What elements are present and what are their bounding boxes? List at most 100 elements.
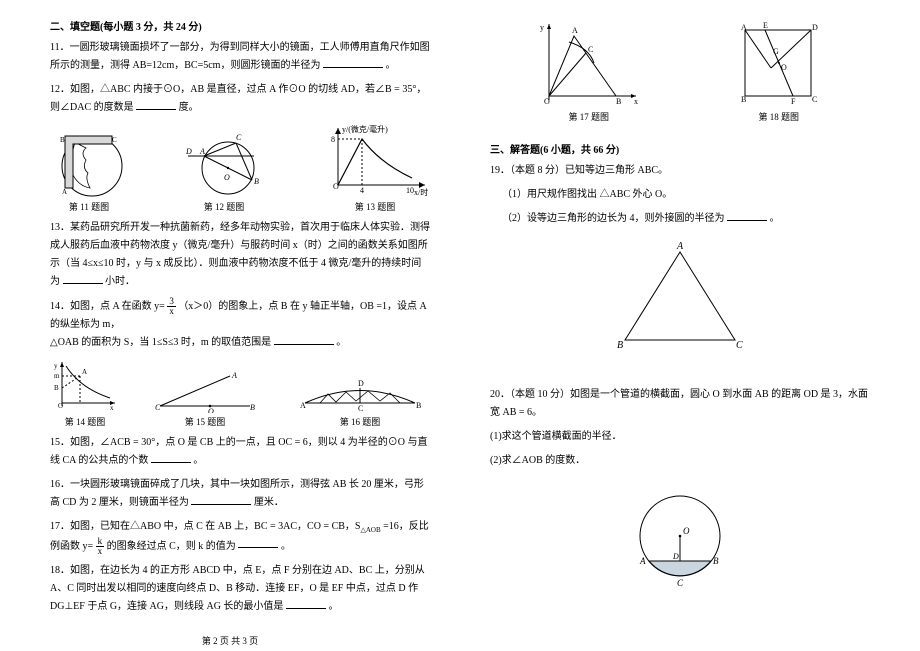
fig17-wrap: O A C B x y 第 17 题图 xyxy=(534,18,644,123)
q20: 20．（本题 10 分）如图是一个管道的横截面，圆心 O 到水面 AB 的距离 … xyxy=(490,386,870,422)
fig13-cap: 第 13 题图 xyxy=(355,200,396,213)
q18-blank xyxy=(286,600,326,609)
svg-text:C: C xyxy=(588,45,593,54)
q13-blank xyxy=(63,275,103,284)
svg-text:A: A xyxy=(62,188,67,196)
svg-text:C: C xyxy=(812,95,817,104)
svg-text:A: A xyxy=(300,401,306,410)
svg-text:C: C xyxy=(677,578,684,588)
svg-text:O: O xyxy=(781,63,787,72)
svg-text:B: B xyxy=(741,95,746,104)
q19-blank xyxy=(727,212,767,221)
svg-text:B: B xyxy=(254,177,259,186)
fig16-wrap: A B D C 第 16 题图 xyxy=(290,368,430,428)
svg-text:A: A xyxy=(639,556,646,566)
q17a: 17．如图，已知在△ABO 中，点 C 在 AB 上，BC = 3AC，CO =… xyxy=(50,521,360,532)
q15-blank xyxy=(151,454,191,463)
fig17-cap: 第 17 题图 xyxy=(568,110,609,123)
q19-2: （2）设等边三角形的边长为 4，则外接圆的半径为 。 xyxy=(490,210,870,228)
fig16: A B D C xyxy=(290,368,430,413)
svg-text:F: F xyxy=(791,97,796,106)
page-footer: 第 2 页 共 3 页 xyxy=(0,634,460,647)
fig12-cap: 第 12 题图 xyxy=(204,200,245,213)
fig-row-right: O A C B x y 第 17 题图 A E D B F C xyxy=(490,18,870,123)
q17: 17．如图，已知在△ABO 中，点 C 在 AB 上，BC = 3AC，CO =… xyxy=(50,518,430,556)
fig15-cap: 第 15 题图 xyxy=(185,415,226,428)
fig14-wrap: O m B A x y 第 14 题图 xyxy=(50,358,120,428)
svg-text:B: B xyxy=(54,384,59,392)
q13-end: 小时． xyxy=(105,276,135,287)
fig18: A E D B F C G O xyxy=(731,18,826,108)
fig-row-1: A C B 第 11 题图 D A B C O 第 12 题图 xyxy=(50,123,430,213)
svg-text:O: O xyxy=(224,173,230,182)
svg-text:A: A xyxy=(741,23,747,32)
svg-text:10: 10 xyxy=(406,186,414,195)
q18-end: 。 xyxy=(328,601,338,612)
svg-text:x/时: x/时 xyxy=(414,187,428,197)
svg-text:C: C xyxy=(155,403,161,412)
svg-text:O: O xyxy=(208,407,214,413)
fig13: O 8 4 10 x/时 y/(微克/毫升) xyxy=(320,123,430,198)
fig15-wrap: C O B A 第 15 题图 xyxy=(150,368,260,428)
q15-end: 。 xyxy=(193,455,203,466)
q11-blank xyxy=(323,59,383,68)
fig14: O m B A x y xyxy=(50,358,120,413)
fig11-cap: 第 11 题图 xyxy=(69,200,109,213)
q16-blank xyxy=(191,496,251,505)
svg-text:C: C xyxy=(236,133,242,142)
q16: 16．一块圆形玻璃镜面碎成了几块，其中一块如图所示，测得弦 AB 长 20 厘米… xyxy=(50,476,430,512)
fig16-cap: 第 16 题图 xyxy=(340,415,381,428)
q14-frac: 3x xyxy=(167,297,176,316)
svg-text:B: B xyxy=(713,556,719,566)
q19-2-end: 。 xyxy=(770,213,780,224)
q17-sub: △AOB xyxy=(360,526,380,534)
q20-1: (1)求这个管道横截面的半径． xyxy=(490,428,870,446)
q19-1: （1）用尺规作图找出 △ABC 外心 O。 xyxy=(490,186,870,204)
svg-text:G: G xyxy=(773,47,779,56)
q13: 13．某药品研究所开发一种抗菌新药，经多年动物实验，首次用于临床人体实验．测得成… xyxy=(50,219,430,291)
svg-text:D: D xyxy=(812,23,818,32)
svg-text:8: 8 xyxy=(331,135,335,144)
svg-text:m: m xyxy=(54,372,60,380)
svg-text:C: C xyxy=(112,136,117,144)
section3-title: 三、解答题(6 小题，共 66 分) xyxy=(490,141,870,156)
svg-text:B: B xyxy=(416,401,421,410)
fig19: A B C xyxy=(605,240,755,355)
svg-text:4: 4 xyxy=(360,186,364,195)
fig18-cap: 第 18 题图 xyxy=(758,110,799,123)
svg-text:O: O xyxy=(544,97,550,106)
q16-end: 厘米． xyxy=(254,497,284,508)
q20-2: (2)求∠AOB 的度数． xyxy=(490,452,870,470)
q14-end: 。 xyxy=(336,337,346,348)
q11: 11．一圆形玻璃镜面损坏了一部分，为得到同样大小的镜面，工人师傅用直角尺作如图所… xyxy=(50,39,430,75)
fig12-wrap: D A B C O 第 12 题图 xyxy=(180,128,268,213)
svg-text:B: B xyxy=(250,403,255,412)
q14: 14．如图，点 A 在函数 y= 3x （x＞0）的图象上，点 B 在 y 轴正… xyxy=(50,297,430,352)
svg-text:A: A xyxy=(82,368,87,376)
q12-end: 度。 xyxy=(179,102,199,113)
fig17: O A C B x y xyxy=(534,18,644,108)
fig11-wrap: A C B 第 11 题图 xyxy=(50,128,128,213)
svg-text:C: C xyxy=(736,340,743,351)
q14-blank xyxy=(274,336,334,345)
q12-blank xyxy=(136,101,176,110)
fig19-wrap: A B C xyxy=(490,240,870,358)
q17-frac: kx xyxy=(96,537,105,556)
q17c: 的图象经过点 C，则 k 的值为 xyxy=(107,540,236,551)
fig12: D A B C O xyxy=(180,128,268,198)
svg-text:y/(微克/毫升): y/(微克/毫升) xyxy=(342,124,388,134)
fig18-wrap: A E D B F C G O 第 18 题图 xyxy=(731,18,826,123)
svg-text:B: B xyxy=(617,340,623,351)
fig13-wrap: O 8 4 10 x/时 y/(微克/毫升) 第 13 题图 xyxy=(320,123,430,213)
fig14-cap: 第 14 题图 xyxy=(65,415,106,428)
fig11: A C B xyxy=(50,128,128,198)
section2-title: 二、填空题(每小题 3 分，共 24 分) xyxy=(50,18,430,33)
svg-text:D: D xyxy=(185,147,192,156)
svg-text:A: A xyxy=(231,371,237,380)
svg-text:y: y xyxy=(540,23,544,32)
q15-text: 15．如图，∠ACB = 30°，点 O 是 CB 上的一点，且 OC = 6，… xyxy=(50,437,428,466)
svg-text:E: E xyxy=(763,21,768,30)
svg-text:B: B xyxy=(616,97,621,106)
q19-2-text: （2）设等边三角形的边长为 4，则外接圆的半径为 xyxy=(502,213,725,224)
q18: 18．如图，在边长为 4 的正方形 ABCD 中，点 E，点 F 分别在边 AD… xyxy=(50,562,430,616)
